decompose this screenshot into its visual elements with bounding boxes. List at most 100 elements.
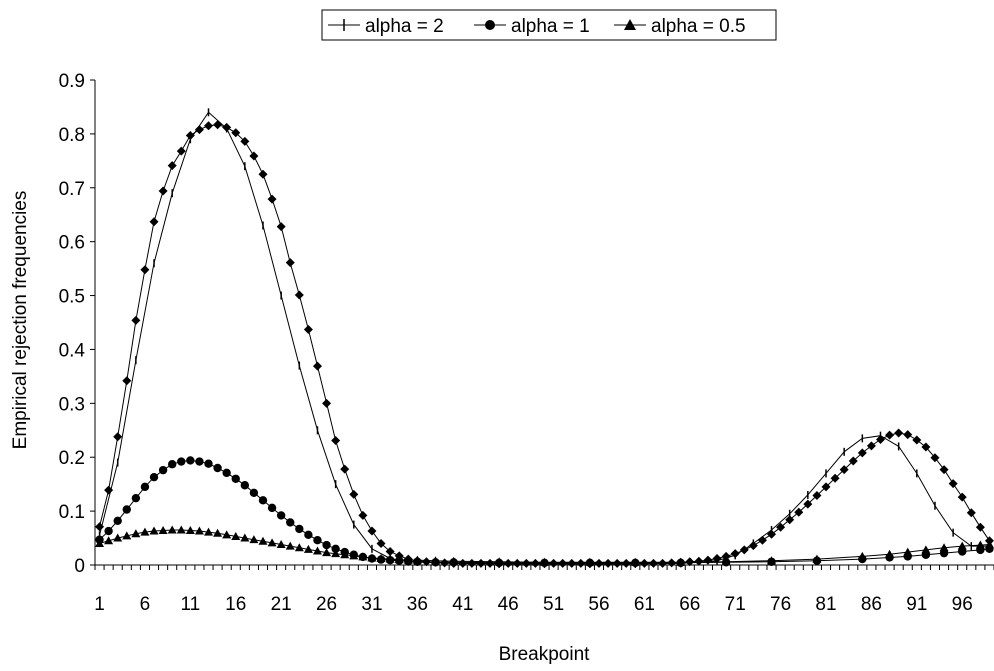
data-point-diamond [113,432,122,441]
data-point-diamond [976,523,985,532]
data-point-diamond [168,161,177,170]
data-point-diamond [867,441,876,450]
data-point-diamond [649,559,658,568]
y-tick-label: 0.6 [59,233,85,254]
data-point-diamond [258,170,267,179]
data-point-diamond [504,559,513,568]
data-point-diamond [268,195,277,204]
data-point-diamond [458,559,467,568]
x-tick-label: 21 [271,594,292,615]
data-point-diamond [758,536,767,545]
data-point-circle [241,481,249,489]
data-point-diamond [122,376,131,385]
data-point-diamond [440,558,449,567]
data-point-diamond [131,316,140,325]
legend: alpha = 2 alpha = 1 alpha = 0.5 [322,10,776,40]
x-tick-label: 96 [952,594,973,615]
data-point-circle [104,527,112,535]
data-point-diamond [476,559,485,568]
x-axis-title: Breakpoint [499,644,591,665]
data-point-diamond [703,556,712,565]
data-point-diamond [894,428,903,437]
data-point-diamond [949,479,958,488]
data-point-diamond [967,508,976,517]
data-point-diamond [522,559,531,568]
y-tick-label: 0.5 [59,287,85,308]
data-point-diamond [322,399,331,408]
data-point-diamond [186,131,195,140]
data-point-diamond [531,559,540,568]
x-tick-label: 31 [361,594,382,615]
data-point-diamond [940,465,949,474]
data-point-circle [295,525,303,533]
y-axis-title: Empirical rejection frequencies [10,191,31,450]
data-point-diamond [222,123,231,132]
y-tick-label: 0 [74,556,85,577]
data-point-diamond [640,559,649,568]
legend-marker-circle [485,20,495,30]
data-point-diamond [358,511,367,520]
data-point-diamond [213,120,222,129]
data-point-diamond [958,493,967,502]
x-tick-label: 1 [94,594,105,615]
data-point-circle [213,464,221,472]
y-tick-label: 0.3 [59,394,85,415]
data-point-diamond [594,559,603,568]
x-tick-label: 86 [861,594,882,615]
data-point-circle [150,473,158,481]
data-point-circle [250,489,258,497]
data-point-diamond [349,490,358,499]
data-point-circle [114,517,122,525]
data-point-diamond [367,527,376,536]
data-point-circle [277,511,285,519]
data-point-circle [304,531,312,539]
plot-area [95,108,994,568]
series-line-1 [100,125,990,564]
data-point-circle [159,466,167,474]
data-point-triangle [168,525,177,533]
series-line-3 [100,530,990,562]
data-point-diamond [295,291,304,300]
data-point-diamond [204,121,213,130]
data-point-diamond [567,559,576,568]
data-point-diamond [604,559,613,568]
data-point-diamond [658,559,667,568]
legend-label-alpha-1: alpha = 1 [511,16,590,37]
x-tick-label: 61 [634,594,655,615]
data-point-diamond [177,147,186,156]
data-point-diamond [731,549,740,558]
legend-label-alpha-0-5: alpha = 0.5 [651,16,746,37]
data-point-diamond [331,436,340,445]
y-tick-label: 0.2 [59,448,85,469]
x-tick-label: 66 [679,594,700,615]
data-point-diamond [694,557,703,566]
x-tick-label: 26 [316,594,337,615]
x-tick-label: 11 [180,594,200,615]
data-point-diamond [749,541,758,550]
data-point-diamond [249,151,258,160]
data-point-circle [186,456,194,464]
x-tick-label: 16 [225,594,246,615]
data-point-diamond [903,430,912,439]
x-tick-label: 36 [407,594,428,615]
legend-label-alpha-2: alpha = 2 [365,16,444,37]
data-point-circle [322,541,330,549]
x-tick-label: 76 [770,594,791,615]
x-tick-label: 71 [725,594,746,615]
data-point-diamond [912,435,921,444]
data-point-diamond [486,559,495,568]
data-point-diamond [140,265,149,274]
data-point-circle [123,505,131,513]
data-point-circle [232,475,240,483]
data-point-diamond [558,559,567,568]
data-point-circle [141,483,149,491]
data-point-diamond [277,222,286,231]
data-point-diamond [195,125,204,134]
data-point-diamond [885,431,894,440]
data-point-diamond [150,217,159,226]
x-tick-label: 91 [906,594,927,615]
series-line-0 [100,112,990,564]
data-point-diamond [513,559,522,568]
data-point-circle [195,457,203,465]
x-tick-label: 41 [452,594,473,615]
